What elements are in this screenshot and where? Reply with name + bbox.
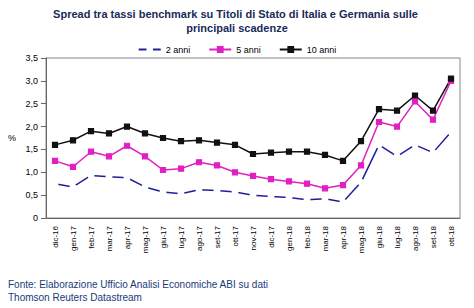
svg-text:set-18: set-18 [429, 225, 438, 248]
svg-text:%: % [8, 133, 16, 143]
svg-text:0,5: 0,5 [25, 190, 38, 200]
svg-text:10 anni: 10 anni [307, 45, 337, 55]
svg-text:dic-17: dic-17 [267, 225, 276, 247]
svg-text:apr-18: apr-18 [339, 225, 348, 249]
svg-text:ott-18: ott-18 [447, 225, 456, 246]
svg-text:2 anni: 2 anni [166, 45, 191, 55]
svg-text:3,0: 3,0 [25, 76, 38, 86]
svg-text:mar-17: mar-17 [105, 225, 114, 251]
svg-text:giu-17: giu-17 [159, 225, 168, 248]
svg-text:dic-16: dic-16 [51, 225, 60, 247]
svg-text:feb-18: feb-18 [303, 225, 312, 248]
svg-text:mag-17: mag-17 [141, 225, 150, 253]
svg-text:ago-17: ago-17 [195, 225, 204, 250]
svg-text:2,5: 2,5 [25, 99, 38, 109]
svg-text:lug-17: lug-17 [177, 225, 186, 248]
svg-text:1,5: 1,5 [25, 144, 38, 154]
svg-text:gen-18: gen-18 [285, 225, 294, 250]
svg-text:Fonte: Elaborazione Ufficio An: Fonte: Elaborazione Ufficio Analisi Econ… [8, 279, 268, 290]
svg-text:giu-18: giu-18 [375, 225, 384, 248]
svg-text:3,5: 3,5 [25, 53, 38, 63]
svg-text:set-17: set-17 [213, 225, 222, 248]
svg-text:lug-18: lug-18 [393, 225, 402, 248]
svg-text:Spread tra tassi benchmark su: Spread tra tassi benchmark su Titoli di … [53, 8, 421, 20]
svg-text:nov-17: nov-17 [249, 225, 258, 250]
svg-text:1,0: 1,0 [25, 167, 38, 177]
svg-text:principali scadenze: principali scadenze [186, 22, 287, 34]
svg-text:5 anni: 5 anni [236, 45, 261, 55]
svg-text:0: 0 [33, 213, 38, 223]
svg-text:gen-17: gen-17 [69, 225, 78, 250]
svg-text:mag-18: mag-18 [357, 225, 366, 253]
svg-text:ago-18: ago-18 [411, 225, 420, 250]
svg-text:feb-17: feb-17 [87, 225, 96, 248]
svg-text:Thomson Reuters Datastream: Thomson Reuters Datastream [8, 292, 142, 303]
svg-text:mar-18: mar-18 [321, 225, 330, 251]
svg-text:2,0: 2,0 [25, 122, 38, 132]
svg-text:apr-17: apr-17 [123, 225, 132, 249]
svg-text:ott-17: ott-17 [231, 225, 240, 246]
